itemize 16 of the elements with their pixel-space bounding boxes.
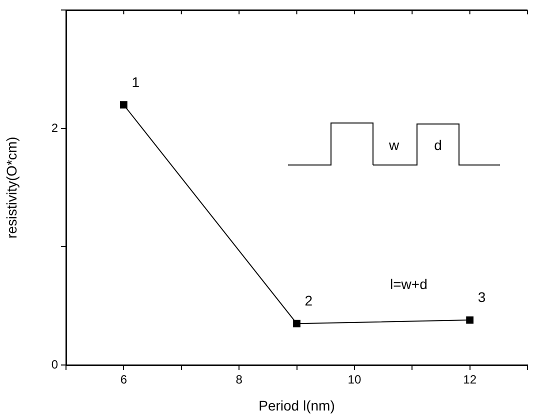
y-axis-title: resistivity(O*cm) [3, 136, 20, 239]
x-tick-label: 12 [463, 372, 477, 387]
annotation: w [388, 137, 400, 153]
point [120, 101, 128, 108]
annotation: d [434, 137, 442, 153]
annotation: 3 [478, 289, 486, 306]
x-tick-label: 8 [236, 372, 243, 387]
y-tick-label: 0 [51, 357, 58, 372]
point [466, 316, 474, 324]
point [293, 320, 300, 328]
x-tick-label: 6 [120, 372, 128, 387]
annotation: l=w+d [390, 276, 428, 292]
annotation: 2 [304, 292, 313, 309]
x-axis-title: Period l(nm) [258, 397, 335, 414]
annotation: 1 [132, 74, 140, 90]
x-tick-label: 10 [348, 372, 362, 387]
